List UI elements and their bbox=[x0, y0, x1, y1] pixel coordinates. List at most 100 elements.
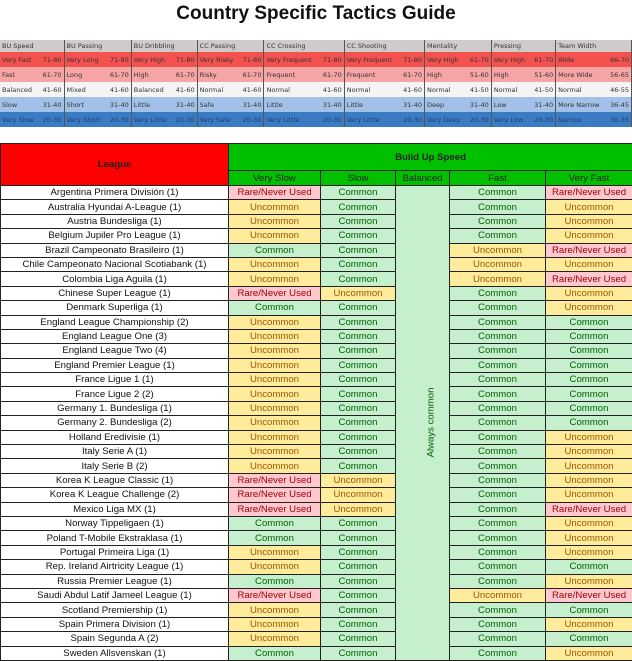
very-fast-cell: Uncommon bbox=[546, 301, 632, 315]
league-name: France Ligue 1 (1) bbox=[1, 373, 229, 387]
league-name: England League One (3) bbox=[1, 329, 229, 343]
league-name: England League Championship (2) bbox=[1, 315, 229, 329]
very-fast-cell: Common bbox=[546, 373, 632, 387]
very-slow-cell: Uncommon bbox=[229, 358, 321, 372]
slow-cell: Common bbox=[321, 588, 396, 602]
very-slow-cell: Common bbox=[229, 243, 321, 257]
fast-cell: Common bbox=[450, 430, 546, 444]
fast-cell: Uncommon bbox=[450, 588, 546, 602]
very-fast-cell: Uncommon bbox=[546, 545, 632, 559]
league-name: Italy Serie B (2) bbox=[1, 459, 229, 473]
legend-range: 46-55 bbox=[610, 86, 629, 94]
very-slow-cell: Common bbox=[229, 516, 321, 530]
fast-cell: Common bbox=[450, 632, 546, 646]
legend-label: Very High bbox=[134, 56, 165, 64]
very-fast-cell: Uncommon bbox=[546, 445, 632, 459]
legend-label: Very Low bbox=[494, 116, 523, 124]
very-fast-cell: Uncommon bbox=[546, 214, 632, 228]
slow-cell: Common bbox=[321, 344, 396, 358]
legend-range: 20-30 bbox=[323, 116, 342, 124]
very-slow-cell: Common bbox=[229, 301, 321, 315]
fast-cell: Common bbox=[450, 344, 546, 358]
league-name: Spain Segunda A (2) bbox=[1, 632, 229, 646]
legend-label: Very High bbox=[427, 56, 458, 64]
legend-label: Normal bbox=[347, 86, 371, 94]
table-row: Rep. Ireland Airtricity League (1)Uncomm… bbox=[1, 560, 632, 574]
very-slow-cell: Rare/Never Used bbox=[229, 488, 321, 502]
very-slow-cell: Uncommon bbox=[229, 617, 321, 631]
slow-cell: Common bbox=[321, 430, 396, 444]
legend-label: Frequent bbox=[347, 71, 376, 79]
fast-cell: Common bbox=[450, 603, 546, 617]
legend-range: 20-30 bbox=[243, 116, 262, 124]
legend-label: Very Little bbox=[266, 116, 299, 124]
very-slow-cell: Uncommon bbox=[229, 560, 321, 574]
fast-cell: Common bbox=[450, 545, 546, 559]
legend-label: Very Little bbox=[134, 116, 167, 124]
league-name: Germany 1. Bundesliga (1) bbox=[1, 401, 229, 415]
legend-cell: Very Little 20-30 bbox=[264, 112, 344, 127]
league-name: Chile Campeonato Nacional Scotiabank (1) bbox=[1, 257, 229, 271]
legend-range: 61-70 bbox=[243, 71, 262, 79]
very-fast-cell: Uncommon bbox=[546, 257, 632, 271]
legend-label: Very Frequent bbox=[347, 56, 392, 64]
league-name: Holland Eredivisie (1) bbox=[1, 430, 229, 444]
legend-label: Very Little bbox=[347, 116, 380, 124]
fast-cell: Common bbox=[450, 358, 546, 372]
legend-header: CC Crossing bbox=[264, 40, 344, 52]
table-row: Argentina Primera División (1)Rare/Never… bbox=[1, 186, 632, 200]
very-slow-cell: Uncommon bbox=[229, 545, 321, 559]
slow-cell: Common bbox=[321, 560, 396, 574]
very-fast-cell: Uncommon bbox=[546, 574, 632, 588]
very-slow-cell: Uncommon bbox=[229, 329, 321, 343]
very-fast-cell: Common bbox=[546, 401, 632, 415]
fast-cell: Common bbox=[450, 516, 546, 530]
legend-label: Frequent bbox=[266, 71, 295, 79]
very-fast-cell: Uncommon bbox=[546, 430, 632, 444]
very-fast-cell: Common bbox=[546, 315, 632, 329]
legend-header: CC Passing bbox=[197, 40, 264, 52]
slow-cell: Common bbox=[321, 416, 396, 430]
league-name: Saudi Abdul Latif Jameel League (1) bbox=[1, 588, 229, 602]
legend-range: 30-35 bbox=[610, 116, 629, 124]
legend-header: BU Passing bbox=[64, 40, 131, 52]
legend-label: Little bbox=[347, 101, 363, 109]
slow-cell: Common bbox=[321, 373, 396, 387]
slow-cell: Common bbox=[321, 214, 396, 228]
slow-cell: Common bbox=[321, 272, 396, 286]
legend-range: 41-60 bbox=[110, 86, 129, 94]
very-fast-cell: Common bbox=[546, 344, 632, 358]
legend-range: 31-40 bbox=[243, 101, 262, 109]
slow-cell: Common bbox=[321, 301, 396, 315]
league-name: Austria Bundesliga (1) bbox=[1, 214, 229, 228]
slow-cell: Common bbox=[321, 459, 396, 473]
fast-cell: Common bbox=[450, 445, 546, 459]
